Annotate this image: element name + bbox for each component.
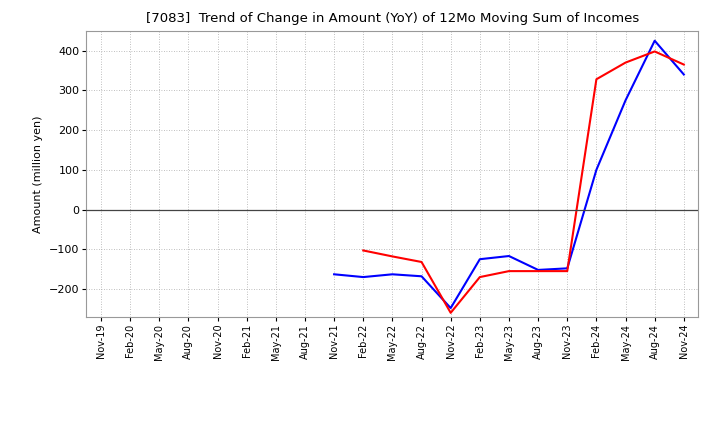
- Ordinary Income: [621, 98, 630, 103]
- Line: Ordinary Income: Ordinary Income: [334, 41, 684, 308]
- Net Income: [417, 259, 426, 264]
- Net Income: [534, 268, 542, 274]
- Net Income: [592, 77, 600, 82]
- Net Income: [446, 310, 455, 315]
- Ordinary Income: [592, 167, 600, 172]
- Net Income: [359, 248, 368, 253]
- Line: Net Income: Net Income: [364, 51, 684, 313]
- Ordinary Income: [359, 275, 368, 280]
- Ordinary Income: [417, 274, 426, 279]
- Net Income: [650, 49, 659, 54]
- Ordinary Income: [388, 271, 397, 277]
- Ordinary Income: [505, 253, 513, 259]
- Ordinary Income: [475, 257, 484, 262]
- Y-axis label: Amount (million yen): Amount (million yen): [33, 115, 43, 233]
- Ordinary Income: [534, 267, 542, 272]
- Net Income: [563, 268, 572, 274]
- Ordinary Income: [446, 305, 455, 311]
- Net Income: [388, 254, 397, 259]
- Net Income: [505, 268, 513, 274]
- Title: [7083]  Trend of Change in Amount (YoY) of 12Mo Moving Sum of Incomes: [7083] Trend of Change in Amount (YoY) o…: [145, 12, 639, 26]
- Ordinary Income: [563, 266, 572, 271]
- Net Income: [680, 62, 688, 67]
- Net Income: [621, 60, 630, 65]
- Ordinary Income: [330, 271, 338, 277]
- Ordinary Income: [680, 72, 688, 77]
- Net Income: [475, 275, 484, 280]
- Ordinary Income: [650, 38, 659, 44]
